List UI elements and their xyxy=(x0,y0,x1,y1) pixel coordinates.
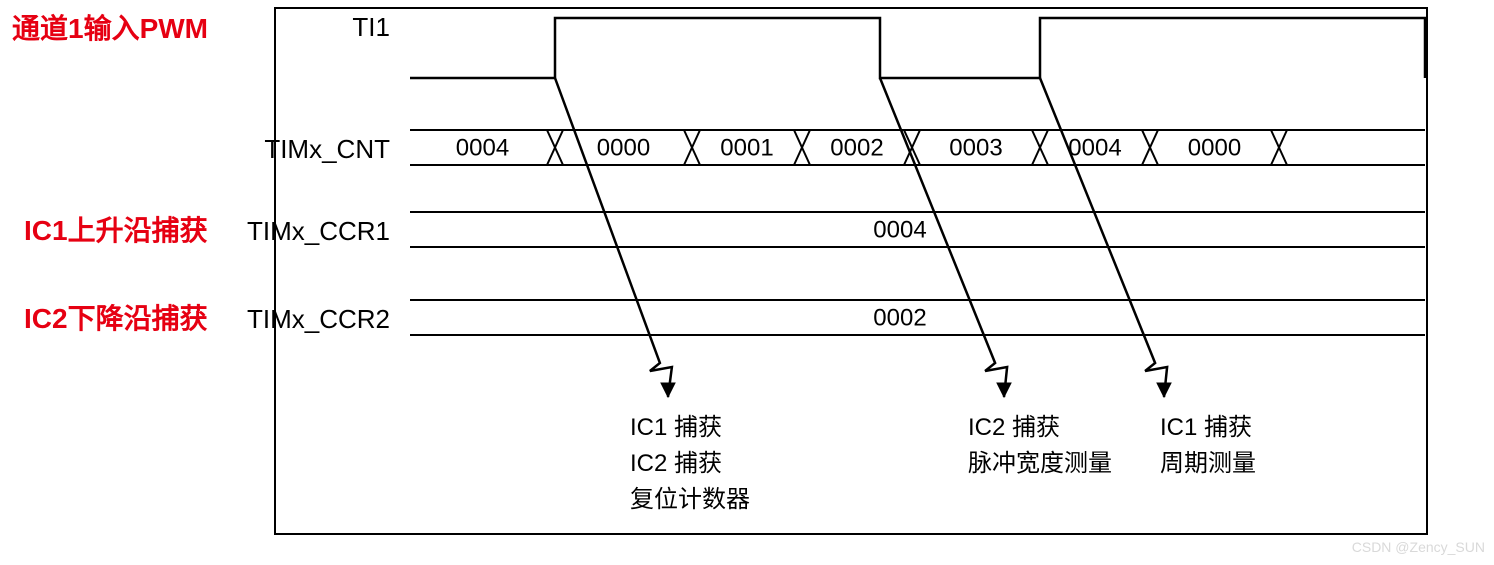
signal-label-ccr2: TIMx_CCR2 xyxy=(247,304,390,334)
ccr2-value: 0002 xyxy=(873,305,926,332)
red-label-ic1: IC1上升沿捕获 xyxy=(24,215,208,246)
cnt-value: 0002 xyxy=(830,135,883,162)
annotation-g2-line: 脉冲宽度测量 xyxy=(968,450,1112,477)
annotation-g3-line: IC1 捕获 xyxy=(1160,414,1252,441)
cnt-value: 0000 xyxy=(1188,135,1241,162)
annotation-g2-line: IC2 捕获 xyxy=(968,414,1060,441)
cnt-value: 0004 xyxy=(1068,135,1121,162)
background xyxy=(0,0,1494,565)
signal-label-ti1: TI1 xyxy=(352,12,390,42)
annotation-g1-line: IC2 捕获 xyxy=(630,450,722,477)
red-label-ic2: IC2下降沿捕获 xyxy=(24,303,208,334)
watermark: CSDN @Zency_SUN xyxy=(1352,539,1485,555)
annotation-g1-line: IC1 捕获 xyxy=(630,414,722,441)
timing-diagram: 通道1输入PWM IC1上升沿捕获 IC2下降沿捕获 TI1 TIMx_CNT TIMx_… xyxy=(0,0,1494,565)
cnt-value: 0003 xyxy=(949,135,1002,162)
annotation-g3-line: 周期测量 xyxy=(1160,450,1256,477)
cnt-value: 0001 xyxy=(720,135,773,162)
signal-label-cnt: TIMx_CNT xyxy=(264,134,390,164)
cnt-value: 0004 xyxy=(456,135,509,162)
red-label-ch1: 通道1输入PWM xyxy=(12,12,208,44)
annotation-g1-line: 复位计数器 xyxy=(630,486,750,513)
cnt-value: 0000 xyxy=(597,135,650,162)
signal-label-ccr1: TIMx_CCR1 xyxy=(247,216,390,246)
ccr1-value: 0004 xyxy=(873,217,926,244)
